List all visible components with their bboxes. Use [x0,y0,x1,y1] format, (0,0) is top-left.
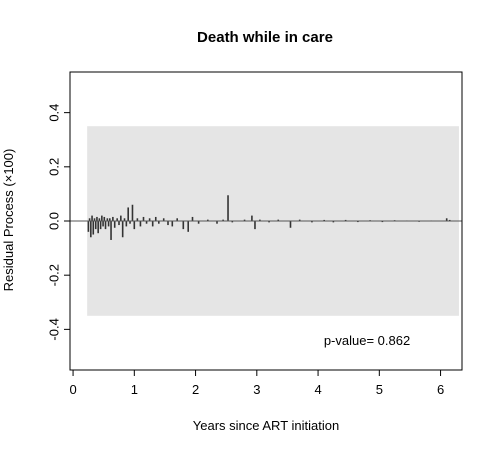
x-tick-label-2: 2 [192,382,199,397]
y-tick-label-2: 0.0 [46,212,61,230]
x-tick-label-1: 1 [131,382,138,397]
y-axis: -0.4 -0.2 0.0 0.2 0.4 [46,104,71,341]
y-tick-label-0: -0.4 [46,318,61,340]
x-tick-label-0: 0 [69,382,76,397]
x-tick-label-5: 5 [376,382,383,397]
residual-series [87,195,451,240]
x-axis-label: Years since ART initiation [193,418,339,433]
y-tick-label-1: -0.2 [46,264,61,286]
x-tick-label-6: 6 [437,382,444,397]
y-tick-label-4: 0.4 [46,104,61,122]
p-value-annotation: p-value= 0.862 [324,333,410,348]
x-tick-label-3: 3 [253,382,260,397]
x-tick-label-4: 4 [314,382,321,397]
y-axis-label: Residual Process (×100) [1,149,16,292]
x-axis: 0 1 2 3 4 5 6 [69,369,444,397]
chart-title: Death while in care [197,29,333,46]
y-tick-label-3: 0.2 [46,158,61,176]
